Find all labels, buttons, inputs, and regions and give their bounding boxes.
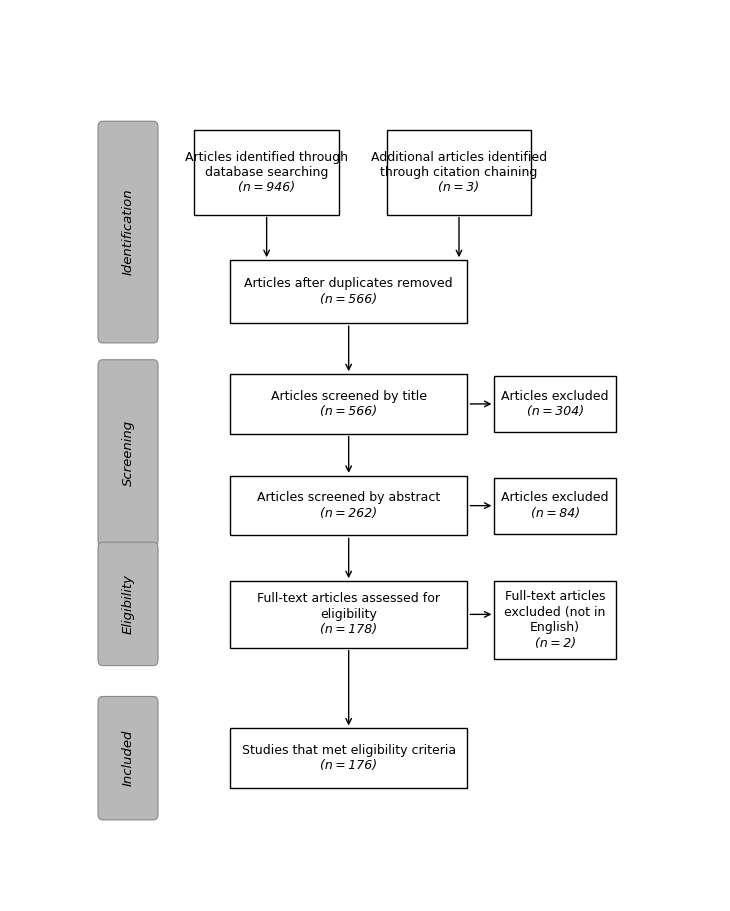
Bar [387, 130, 531, 214]
FancyBboxPatch shape [98, 542, 158, 666]
FancyBboxPatch shape [98, 360, 158, 547]
Bar [230, 729, 467, 788]
Text: database searching: database searching [205, 166, 328, 179]
Text: Articles excluded: Articles excluded [502, 390, 609, 403]
Text: (n = 2): (n = 2) [534, 637, 576, 650]
Text: (n = 304): (n = 304) [526, 405, 584, 418]
Text: English): English) [530, 621, 580, 634]
Text: (n = 3): (n = 3) [439, 181, 480, 194]
Text: Articles after duplicates removed: Articles after duplicates removed [245, 278, 453, 291]
Bar [194, 130, 339, 214]
Text: Full-text articles assessed for: Full-text articles assessed for [257, 592, 440, 606]
Text: Additional articles identified: Additional articles identified [371, 150, 547, 163]
Text: (n = 262): (n = 262) [320, 507, 377, 520]
Bar [230, 476, 467, 536]
Text: Articles screened by title: Articles screened by title [271, 390, 426, 403]
Text: Identification: Identification [121, 189, 134, 275]
Text: (n = 566): (n = 566) [320, 293, 377, 306]
Text: Articles identified through: Articles identified through [185, 150, 348, 163]
Text: (n = 946): (n = 946) [238, 181, 295, 194]
Bar [230, 261, 467, 323]
FancyBboxPatch shape [98, 696, 158, 820]
Bar [494, 477, 616, 534]
Text: (n = 176): (n = 176) [320, 760, 377, 773]
Text: Articles excluded: Articles excluded [502, 491, 609, 505]
Bar [230, 374, 467, 434]
FancyBboxPatch shape [98, 121, 158, 343]
Text: (n = 566): (n = 566) [320, 405, 377, 418]
Text: Screening: Screening [121, 420, 134, 486]
Text: Included: Included [121, 730, 134, 786]
Bar [494, 376, 616, 432]
Bar [230, 581, 467, 648]
Text: Articles screened by abstract: Articles screened by abstract [257, 491, 440, 505]
Text: eligibility: eligibility [320, 608, 377, 621]
Text: excluded (not in: excluded (not in [504, 606, 606, 619]
Text: Studies that met eligibility criteria: Studies that met eligibility criteria [242, 744, 456, 757]
Text: (n = 178): (n = 178) [320, 623, 377, 636]
Text: Full-text articles: Full-text articles [505, 590, 605, 603]
Text: (n = 84): (n = 84) [531, 507, 580, 520]
Bar [494, 581, 616, 659]
Text: through citation chaining: through citation chaining [380, 166, 538, 179]
Text: Eligibility: Eligibility [121, 574, 134, 634]
